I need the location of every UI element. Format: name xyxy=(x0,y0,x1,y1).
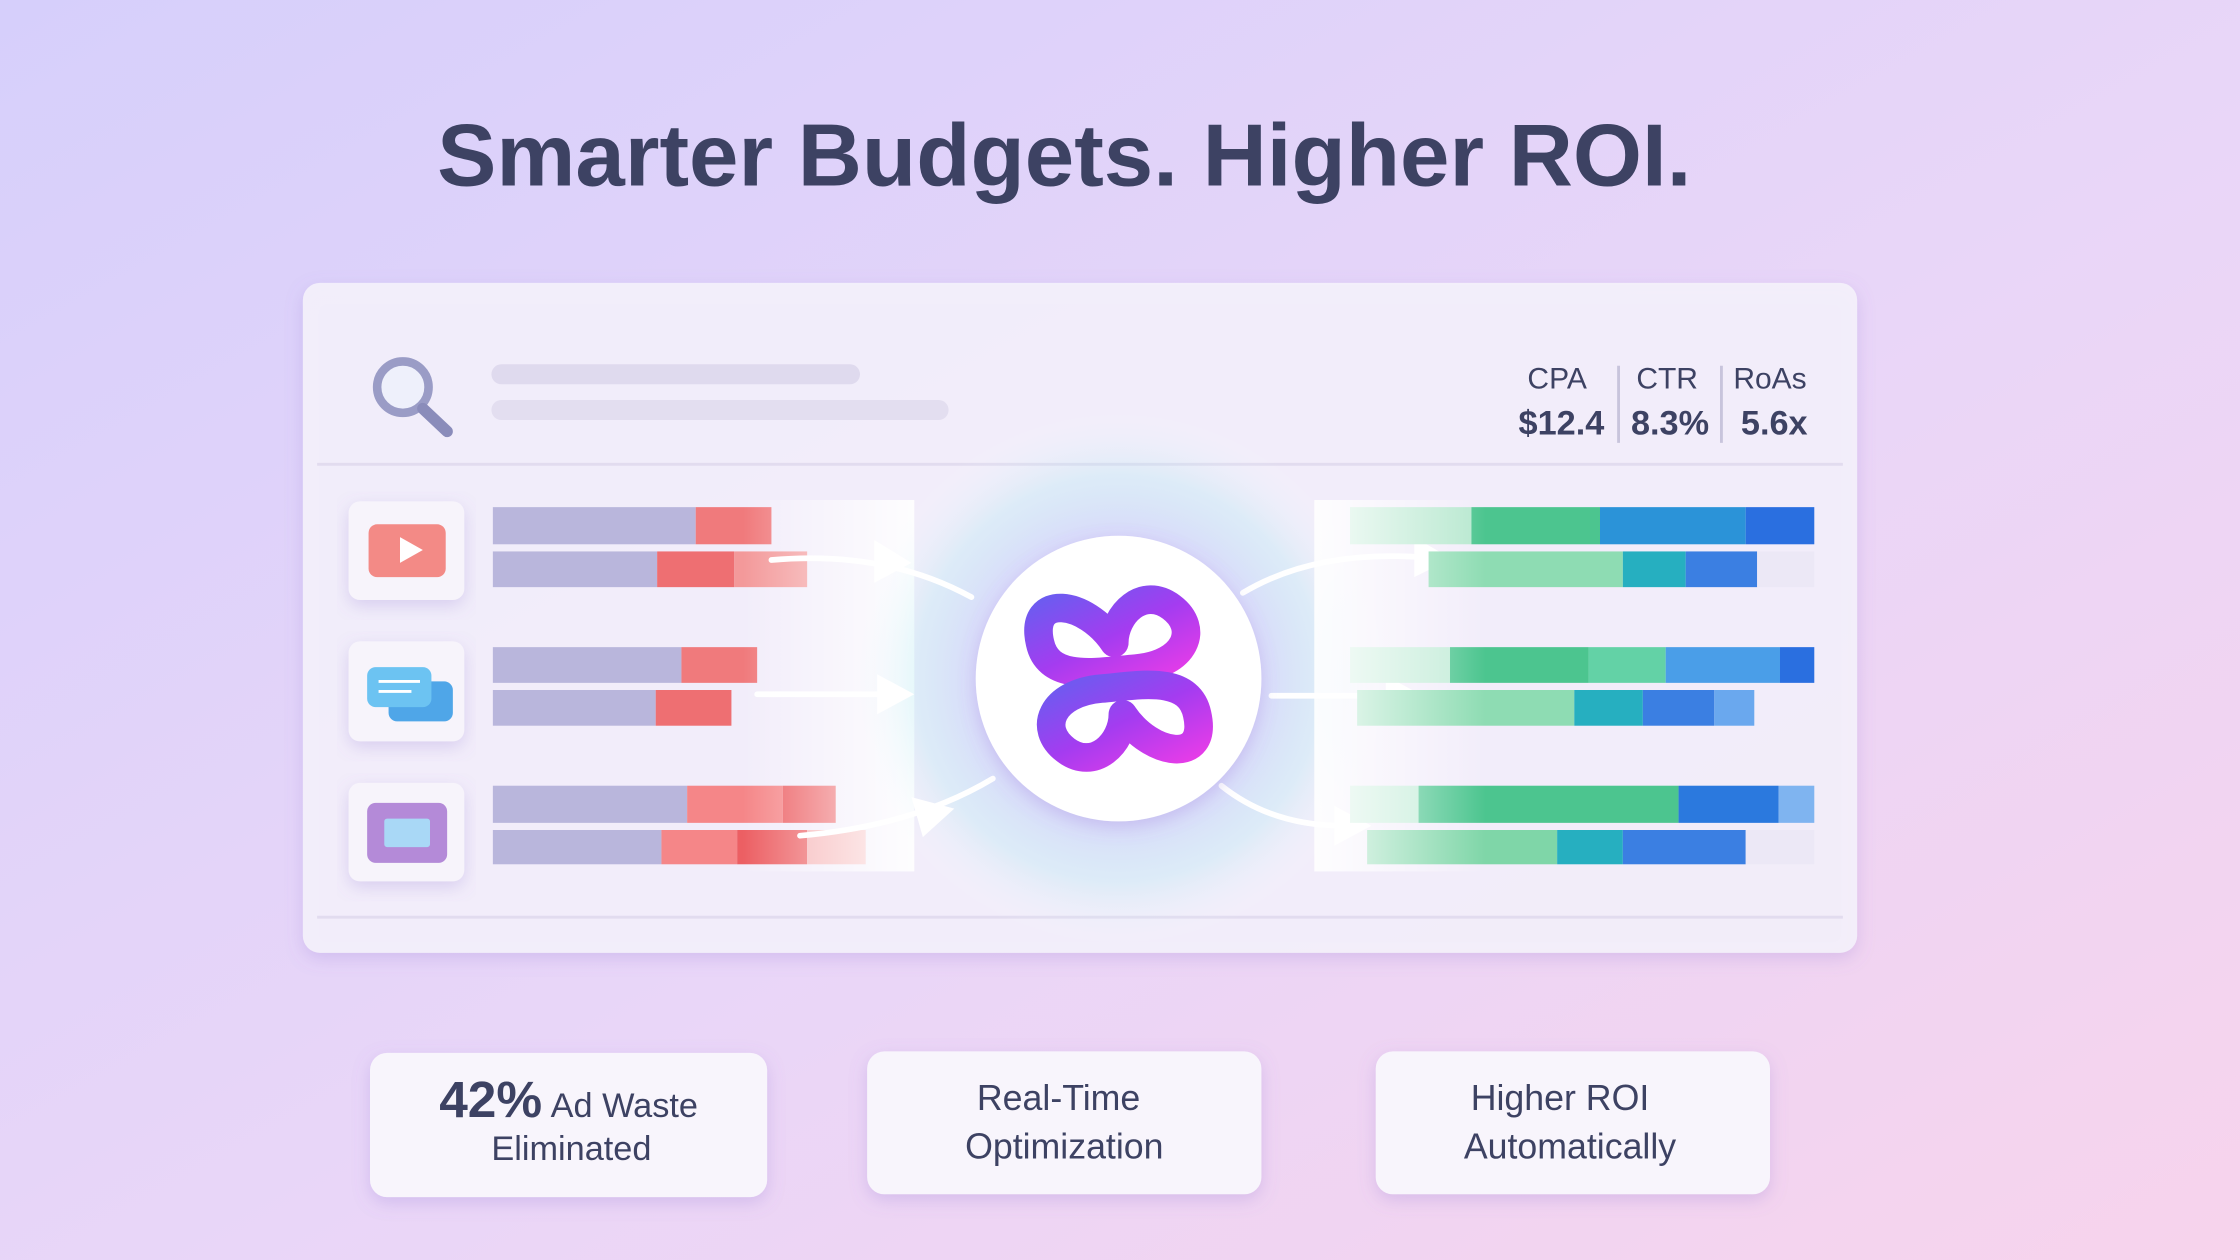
card-line: Optimization xyxy=(965,1127,1163,1167)
metric-label: CPA xyxy=(1527,363,1586,396)
card-text: Ad Waste xyxy=(551,1087,698,1125)
logo xyxy=(1024,585,1213,772)
metric-value: 8.3% xyxy=(1631,404,1709,442)
metric-value: $12.4 xyxy=(1519,404,1605,442)
card-line: Eliminated xyxy=(491,1130,651,1168)
search-icon xyxy=(372,357,453,438)
card-line: Automatically xyxy=(1464,1127,1676,1167)
metric-label: RoAs xyxy=(1733,363,1806,396)
card-line: Real-Time xyxy=(977,1078,1140,1118)
display-icon xyxy=(348,782,465,882)
video-icon xyxy=(348,501,465,600)
title: Smarter Budgets. Higher ROI. xyxy=(437,106,1691,205)
chat-icon xyxy=(348,641,465,742)
metric-label: CTR xyxy=(1636,363,1698,396)
placeholder-line xyxy=(491,364,860,385)
card-highlight: 42% xyxy=(439,1070,542,1128)
card xyxy=(867,1051,1262,1195)
card xyxy=(1375,1051,1770,1195)
placeholder-line xyxy=(491,400,949,420)
card-line: Higher ROI xyxy=(1471,1078,1650,1118)
right-bars xyxy=(1314,500,1815,872)
card-line: 42% Ad Waste xyxy=(439,1070,698,1128)
metric-value: 5.6x xyxy=(1741,404,1808,442)
card xyxy=(370,1052,768,1198)
